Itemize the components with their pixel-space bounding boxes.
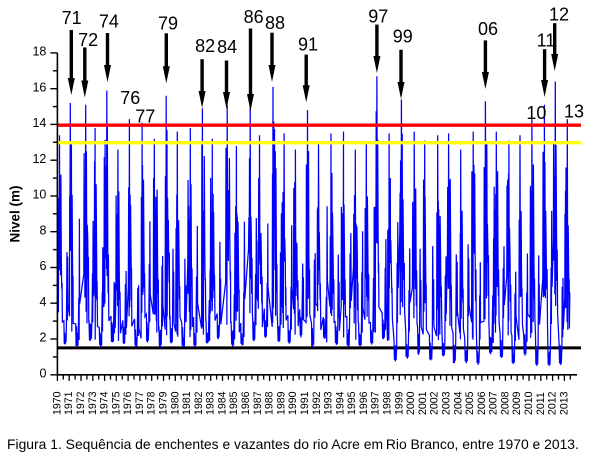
- svg-text:2012: 2012: [547, 391, 559, 415]
- svg-text:76: 76: [120, 88, 140, 108]
- svg-text:11: 11: [537, 30, 556, 50]
- svg-text:97: 97: [368, 6, 388, 26]
- svg-text:2010: 2010: [523, 391, 535, 415]
- svg-text:1975: 1975: [110, 391, 122, 415]
- svg-text:14: 14: [32, 116, 46, 130]
- svg-text:74: 74: [99, 12, 119, 32]
- svg-text:2013: 2013: [558, 391, 570, 415]
- svg-text:1993: 1993: [323, 391, 335, 415]
- svg-text:88: 88: [265, 13, 285, 33]
- svg-text:79: 79: [158, 13, 178, 33]
- svg-text:84: 84: [217, 37, 237, 57]
- svg-text:16: 16: [32, 80, 46, 94]
- svg-text:1970: 1970: [51, 391, 63, 415]
- svg-text:2011: 2011: [535, 392, 547, 415]
- svg-text:72: 72: [78, 30, 98, 50]
- svg-text:1985: 1985: [228, 391, 240, 415]
- svg-text:1972: 1972: [75, 391, 87, 415]
- svg-text:06: 06: [478, 19, 498, 39]
- svg-text:10: 10: [32, 188, 46, 202]
- svg-text:10: 10: [526, 103, 546, 123]
- svg-text:2006: 2006: [476, 391, 488, 415]
- svg-text:1984: 1984: [217, 391, 229, 415]
- svg-text:99: 99: [393, 27, 413, 47]
- svg-text:2001: 2001: [417, 391, 429, 415]
- svg-text:Figura 1. Sequência de enchent: Figura 1. Sequência de enchentes e vazan…: [7, 436, 579, 452]
- svg-text:1986: 1986: [240, 391, 252, 415]
- svg-text:1982: 1982: [193, 391, 205, 415]
- svg-text:1994: 1994: [334, 391, 346, 415]
- svg-text:2: 2: [39, 331, 46, 345]
- svg-text:1988: 1988: [264, 391, 276, 415]
- svg-text:1987: 1987: [252, 391, 264, 415]
- svg-text:2002: 2002: [429, 391, 441, 415]
- svg-text:1983: 1983: [205, 391, 217, 415]
- svg-text:1977: 1977: [134, 391, 146, 415]
- svg-text:1971: 1971: [63, 391, 75, 415]
- svg-text:86: 86: [244, 7, 264, 27]
- svg-text:2008: 2008: [499, 391, 511, 415]
- svg-text:1980: 1980: [169, 391, 181, 415]
- svg-text:6: 6: [39, 259, 46, 273]
- svg-text:1992: 1992: [311, 391, 323, 415]
- svg-text:82: 82: [195, 36, 215, 56]
- svg-text:71: 71: [62, 8, 82, 28]
- svg-text:1990: 1990: [287, 391, 299, 415]
- svg-text:1998: 1998: [382, 391, 394, 415]
- svg-text:2009: 2009: [511, 391, 523, 415]
- svg-text:2003: 2003: [441, 391, 453, 415]
- svg-text:13: 13: [564, 102, 584, 122]
- svg-text:12: 12: [549, 5, 569, 25]
- svg-text:91: 91: [298, 35, 318, 55]
- svg-text:0: 0: [39, 366, 46, 380]
- svg-text:1995: 1995: [346, 391, 358, 415]
- svg-text:1974: 1974: [99, 391, 111, 415]
- svg-text:1978: 1978: [146, 391, 158, 415]
- svg-text:1979: 1979: [158, 391, 170, 415]
- svg-text:1999: 1999: [393, 391, 405, 415]
- svg-text:77: 77: [135, 107, 155, 127]
- svg-text:8: 8: [39, 223, 46, 237]
- svg-text:1991: 1991: [299, 391, 311, 415]
- svg-text:2007: 2007: [488, 391, 500, 415]
- svg-text:18: 18: [32, 45, 46, 59]
- svg-text:2000: 2000: [405, 391, 417, 415]
- svg-text:1973: 1973: [87, 391, 99, 415]
- svg-text:1976: 1976: [122, 391, 134, 415]
- svg-text:1996: 1996: [358, 391, 370, 415]
- svg-text:1997: 1997: [370, 391, 382, 415]
- svg-text:1981: 1981: [181, 391, 193, 415]
- svg-text:2005: 2005: [464, 391, 476, 415]
- svg-text:12: 12: [32, 152, 46, 166]
- svg-text:1989: 1989: [275, 391, 287, 415]
- svg-text:4: 4: [39, 295, 46, 309]
- svg-text:Nivel (m): Nivel (m): [8, 185, 23, 242]
- svg-text:2004: 2004: [452, 391, 464, 415]
